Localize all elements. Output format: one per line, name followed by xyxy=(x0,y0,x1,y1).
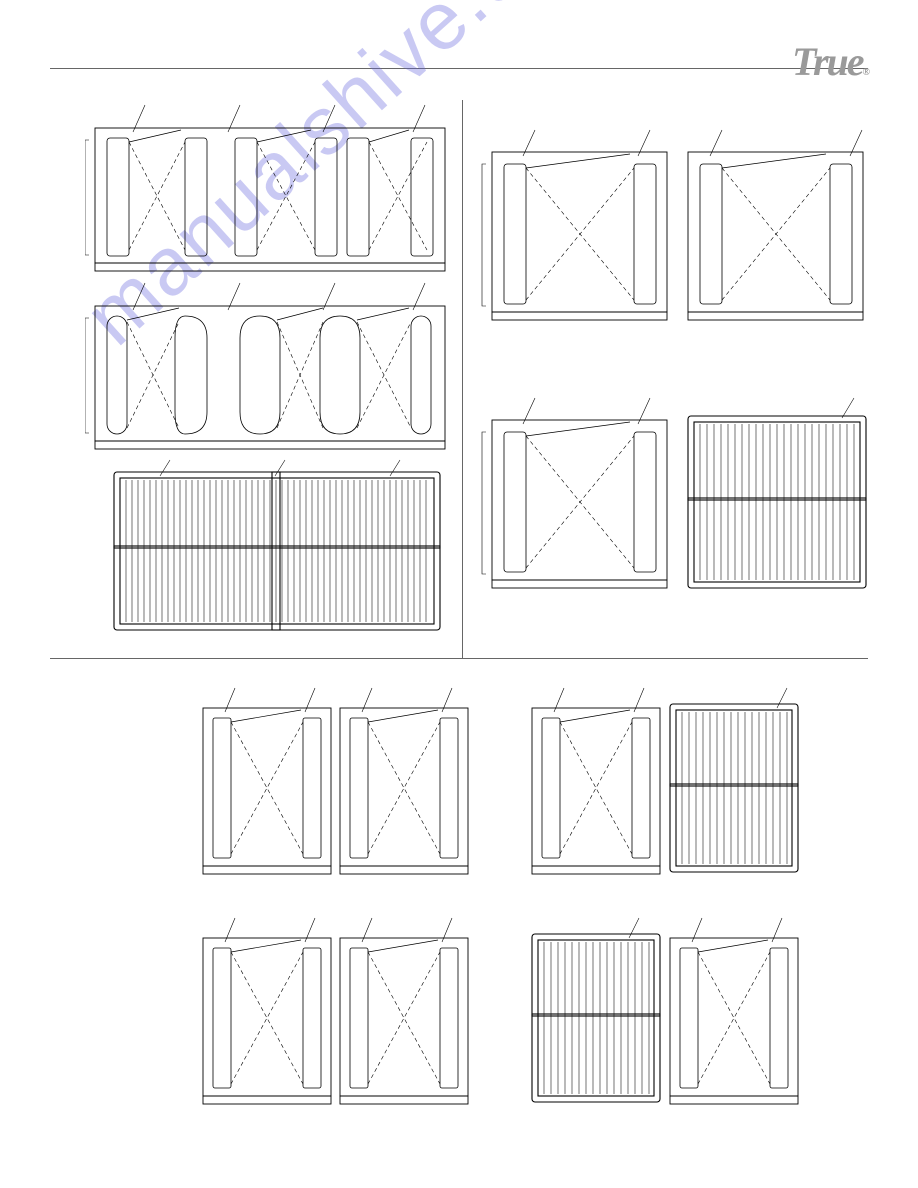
bot-r1-pair2 xyxy=(332,686,477,881)
tr-r2-left xyxy=(480,396,675,596)
bot-r2-grill xyxy=(524,916,669,1111)
bot-r2-pair2 xyxy=(332,916,477,1111)
tl-row3-grill xyxy=(110,458,450,638)
bot-r2-single xyxy=(662,916,807,1111)
bot-r2-pair1 xyxy=(195,916,340,1111)
horizontal-divider xyxy=(50,658,868,659)
tl-row1-diagram xyxy=(85,100,455,280)
page: True® manualshive.com xyxy=(0,0,918,1188)
bot-r1-pair1 xyxy=(195,686,340,881)
vertical-divider xyxy=(462,100,463,658)
logo-text: True xyxy=(792,39,863,84)
logo-suffix: ® xyxy=(863,67,868,78)
grill-slats xyxy=(126,480,426,622)
brand-logo: True® xyxy=(792,38,868,85)
bot-r1-grill xyxy=(662,686,807,881)
bot-r1-single xyxy=(524,686,669,881)
tl-row2-diagram xyxy=(85,278,455,458)
tr-r1-left xyxy=(480,128,675,328)
tr-r2-right-grill xyxy=(682,396,877,596)
header-rule xyxy=(50,68,868,69)
tr-r1-right xyxy=(682,128,877,328)
